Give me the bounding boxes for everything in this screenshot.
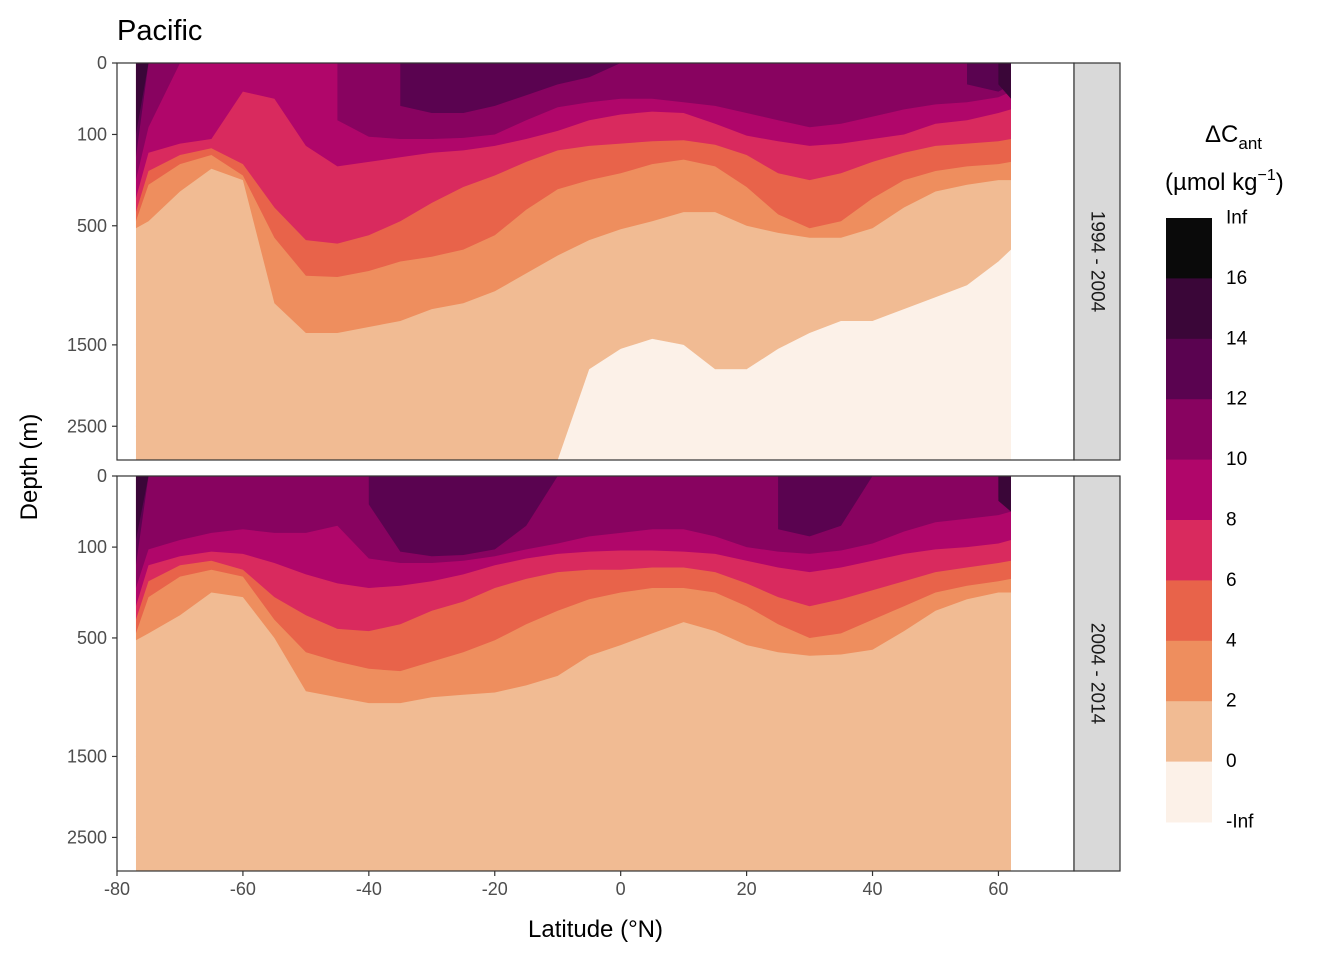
legend-label: -Inf (1226, 812, 1254, 833)
facet-strip (1073, 475, 1121, 872)
legend-label: 2 (1226, 691, 1237, 712)
no-data-left (117, 63, 136, 460)
y-tick-label: 2500 (67, 827, 107, 847)
legend-title-subscript: ant (1238, 134, 1262, 153)
x-tick-label: -20 (482, 879, 508, 899)
contour-fills (117, 63, 1074, 460)
legend-key-2 (1166, 338, 1212, 400)
legend-label: 16 (1226, 268, 1247, 289)
y-tick-label: 0 (97, 53, 107, 73)
x-axis-title: Latitude (°N) (528, 916, 663, 943)
x-tick-label: -60 (230, 879, 256, 899)
legend-key-0 (1166, 218, 1212, 279)
chart-title: Pacific (117, 15, 202, 47)
y-tick-label: 100 (77, 537, 107, 557)
legend-label: 10 (1226, 449, 1247, 470)
legend-key-6 (1166, 580, 1212, 642)
no-data-right (1011, 63, 1074, 460)
facet-strip-label: 1994 - 2004 (1087, 211, 1108, 313)
x-tick-label: -40 (356, 879, 382, 899)
y-tick-label: 500 (77, 628, 107, 648)
legend-label: 14 (1226, 328, 1248, 349)
panel-1: 1994 - 2004 0 100 500 1500 2500 (67, 53, 1121, 461)
legend-key-4 (1166, 459, 1212, 521)
legend-label: 4 (1226, 630, 1237, 651)
contour-band-gt_10 (135, 63, 1011, 181)
facet-strip (1073, 62, 1121, 461)
y-tick-label: 0 (97, 466, 107, 486)
no-data-right (1011, 476, 1074, 871)
x-tick-label: 60 (988, 879, 1008, 899)
y-tick-label: 1500 (67, 746, 107, 766)
legend-label: 0 (1226, 751, 1237, 772)
legend-label: 8 (1226, 510, 1237, 531)
legend-label: 6 (1226, 570, 1237, 591)
legend-label: Inf (1226, 208, 1248, 229)
legend-units-superscript: −1 (1258, 167, 1276, 184)
legend-key-5 (1166, 520, 1212, 581)
panel-2: 2004 - 2014 0 100 500 1500 2500 (67, 466, 1121, 872)
y-axis-title: Depth (m) (16, 414, 43, 521)
y-tick-label: 2500 (67, 416, 107, 436)
y-tick-label: 500 (77, 216, 107, 236)
legend-title-units: (µmol kg−1) (1165, 167, 1284, 196)
x-tick-label: 40 (863, 879, 883, 899)
contour-band-below-0 (135, 249, 1011, 460)
legend-units-close: ) (1276, 169, 1284, 196)
legend: ΔCant (µmol kg−1) Inf 16 14 12 10 8 6 4 2 0 -Inf (1165, 121, 1284, 833)
legend-key-7 (1166, 640, 1212, 702)
x-tick-label: -80 (104, 879, 130, 899)
facet-strip-label: 2004 - 2014 (1087, 623, 1108, 725)
legend-key-8 (1166, 701, 1212, 763)
legend-key-9 (1166, 761, 1212, 823)
legend-key-3 (1166, 399, 1212, 461)
no-data-left (117, 476, 136, 871)
y-tick-label: 100 (77, 124, 107, 144)
contour-fills (117, 476, 1074, 871)
legend-title-main: ΔCant (1205, 121, 1262, 153)
legend-key-1 (1166, 278, 1212, 340)
x-tick-label: 0 (616, 879, 626, 899)
contour-band-gt_12 (135, 476, 1011, 566)
legend-label: 12 (1226, 389, 1247, 410)
x-tick-label: 20 (737, 879, 757, 899)
y-tick-label: 1500 (67, 335, 107, 355)
